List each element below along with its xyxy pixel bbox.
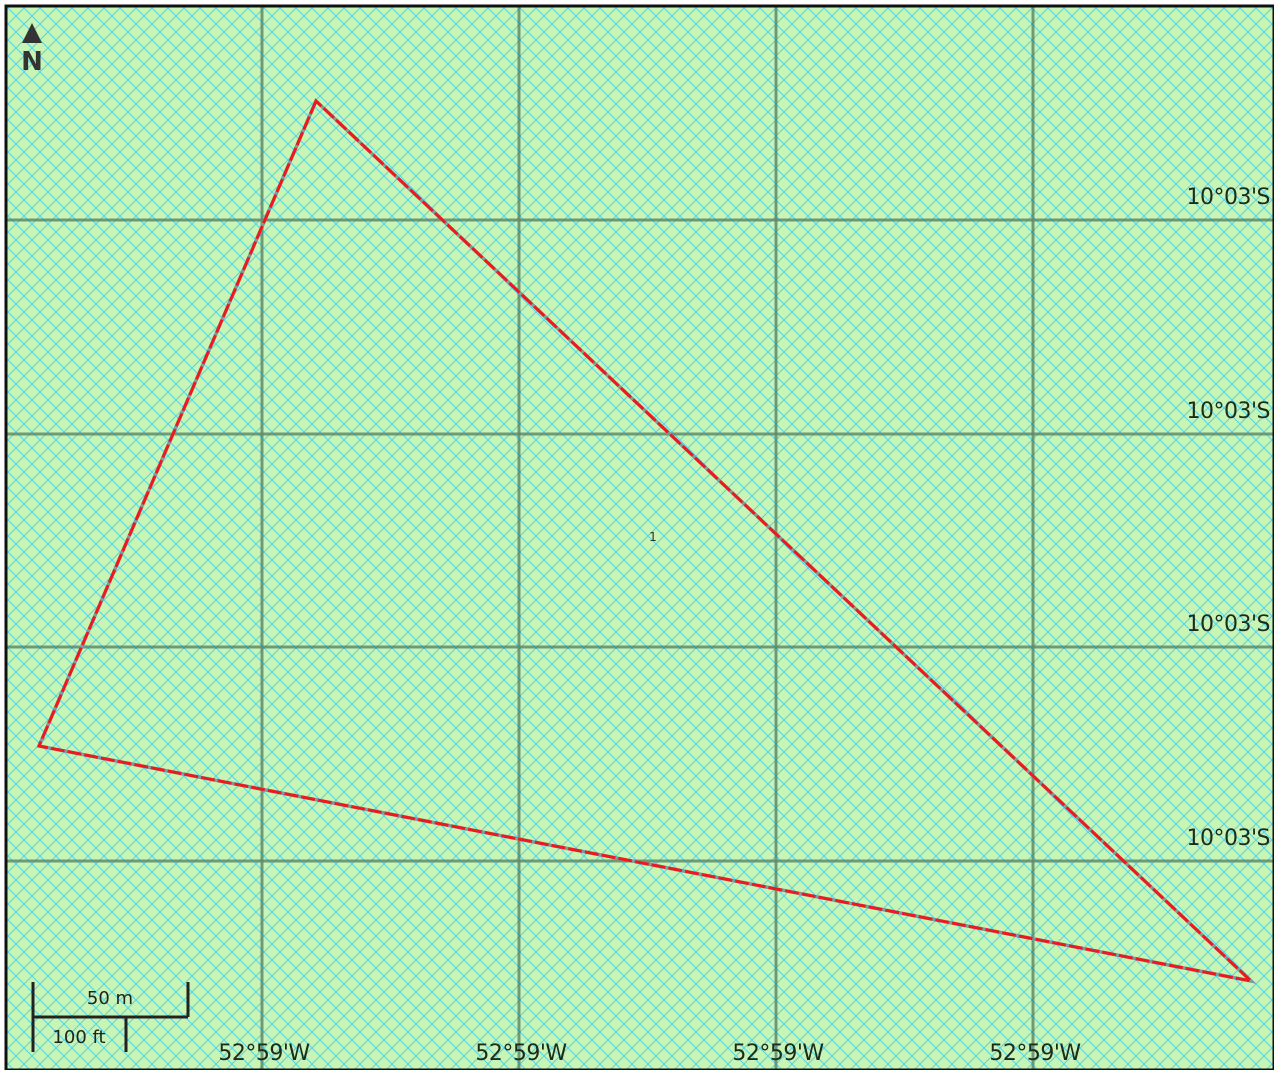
longitude-labels: 52°59'W 52°59'W 52°59'W 52°59'W [218, 1041, 1082, 1066]
latitude-label: 10°03'S [1186, 826, 1270, 851]
longitude-label: 52°59'W [475, 1041, 567, 1066]
longitude-label: 52°59'W [732, 1041, 824, 1066]
latitude-label: 10°03'S [1186, 185, 1270, 210]
longitude-label: 52°59'W [989, 1041, 1081, 1066]
latitude-labels: 10°03'S 10°03'S 10°03'S 10°03'S [1186, 185, 1270, 851]
map-background [6, 6, 1274, 1070]
north-label: N [21, 47, 43, 77]
longitude-label: 52°59'W [218, 1041, 310, 1066]
scale-bar-imperial-label: 100 ft [52, 1027, 105, 1048]
parcel-label: 1 [649, 530, 657, 544]
scale-bar: 50 m 100 ft [31, 982, 190, 1052]
graticule [6, 6, 1274, 1070]
latitude-label: 10°03'S [1186, 612, 1270, 637]
latitude-label: 10°03'S [1186, 399, 1270, 424]
north-arrow-icon: N [21, 23, 43, 77]
scale-bar-metric-label: 50 m [87, 988, 133, 1009]
parcel-boundary[interactable] [36, 98, 1257, 984]
